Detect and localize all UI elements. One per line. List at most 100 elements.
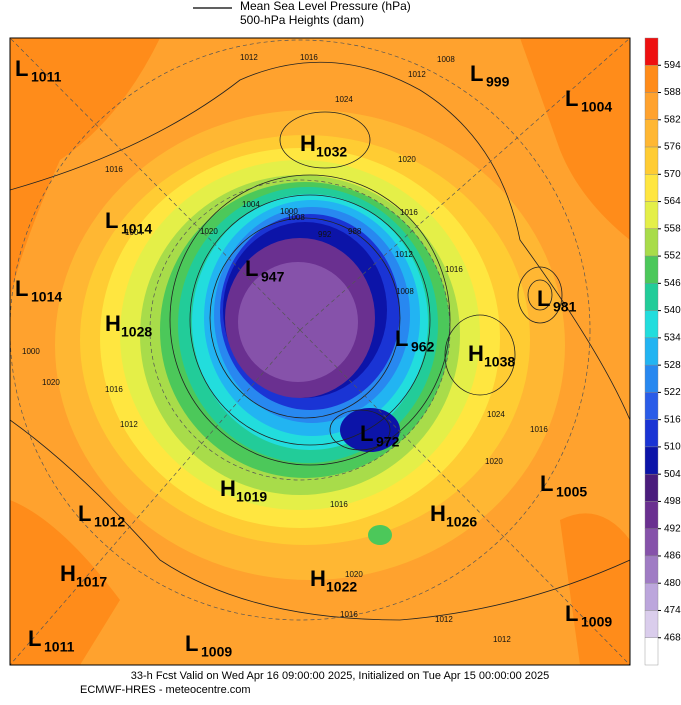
colorbar-box [644,446,659,475]
colorbar-box [644,283,659,311]
contour-label: 1008 [437,55,455,64]
colorbar-box [644,174,659,202]
contour-label: 1008 [287,213,305,222]
colorbar-tick-label: 486 [664,551,681,562]
center-value: 1017 [76,574,107,590]
center-value: 1011 [31,69,62,85]
contour-label: 1016 [530,425,548,434]
center-value: 1004 [581,99,612,115]
center-type: L [105,208,118,233]
colorbar-box [644,392,659,420]
colorbar-tick-label: 522 [664,387,681,398]
colorbar-tick-label: 516 [664,414,681,425]
center-value: 981 [553,299,577,315]
contour-label: 1016 [400,208,418,217]
center-value: 1014 [31,289,62,305]
colorbar-box [644,310,659,339]
center-type: L [360,421,373,446]
center-type: H [430,501,446,526]
center-value: 1009 [201,644,232,660]
colorbar-tick-label: 594 [664,60,681,71]
colorbar-box [644,555,659,584]
colorbar-box [644,610,659,638]
colorbar-box [644,473,659,502]
legend-label: 500-hPa Heights (dam) [240,13,364,27]
map [9,37,631,666]
colorbar-box [644,337,659,366]
colorbar-tick-label: 564 [664,196,681,207]
center-value: 1005 [556,484,587,500]
colorbar-box [644,419,659,448]
colorbar-tick-label: 510 [664,442,681,453]
center-type: L [565,86,578,111]
center-type: H [60,561,76,586]
center-type: L [78,501,91,526]
center-value: 1012 [94,514,125,530]
colorbar-box [644,583,659,611]
center-type: H [468,341,484,366]
colorbar-box [644,528,659,557]
colorbar-tick-label: 540 [664,305,681,316]
colorbar-tick-label: 576 [664,142,681,153]
center-value: 1032 [316,144,347,160]
contour-label: 1020 [398,155,416,164]
contour-label: 1024 [335,95,353,104]
contour-label: 1004 [242,200,260,209]
colorbar-tick-label: 582 [664,114,681,125]
center-value: 1026 [446,514,477,530]
center-value: 962 [411,339,435,355]
center-type: H [105,311,121,336]
center-value: 999 [486,74,510,90]
contour-label: 1020 [485,457,503,466]
center-value: 1038 [484,354,515,370]
colorbar-tick-label: 492 [664,523,681,534]
contour-label: 988 [348,227,362,236]
contour-label: 1024 [487,410,505,419]
contour-label: 1016 [445,265,463,274]
colorbar-tick-label: 498 [664,496,681,507]
contour-label: 1016 [300,53,318,62]
contour-label: 1020 [345,570,363,579]
center-value: 972 [376,434,400,450]
footer: ECMWF-HRES - meteocentre.com [80,684,251,696]
contour-label: 1016 [340,610,358,619]
legend-label: Mean Sea Level Pressure (hPa) [240,0,411,13]
center-value: 1028 [121,324,152,340]
contour-label: 1016 [330,500,348,509]
colorbar-box [644,119,659,148]
footer: 33-h Fcst Valid on Wed Apr 16 09:00:00 2… [131,670,550,682]
contour-label: 1008 [396,287,414,296]
center-type: L [245,256,258,281]
center-value: 1009 [581,614,612,630]
colorbar-box [644,37,659,66]
colorbar-box [644,201,659,230]
colorbar-tick-label: 504 [664,469,681,480]
center-type: L [15,56,28,81]
contour-label: 1020 [42,378,60,387]
colorbar-box [644,146,659,175]
center-type: L [185,631,198,656]
colorbar-box [644,228,659,257]
center-type: L [540,471,553,496]
center-type: L [470,61,483,86]
center-value: 1019 [236,489,267,505]
map-frame [9,37,631,666]
colorbar-tick-label: 534 [664,333,681,344]
center-value: 947 [261,269,285,285]
colorbar-tick-label: 552 [664,251,681,262]
contour-label: 1000 [22,347,40,356]
colorbar-tick-label: 570 [664,169,681,180]
colorbar-box [644,255,659,284]
colorbar-box [644,501,659,529]
colorbar-box [644,92,659,120]
contour-label: 1012 [240,53,258,62]
contour-label: 1000 [280,207,298,216]
colorbar-tick-label: 480 [664,578,681,589]
center-type: L [537,286,550,311]
colorbar-box [644,637,659,666]
center-type: L [395,326,408,351]
center-value: 1022 [326,579,357,595]
center-type: L [15,276,28,301]
contour-label: 1016 [105,385,123,394]
